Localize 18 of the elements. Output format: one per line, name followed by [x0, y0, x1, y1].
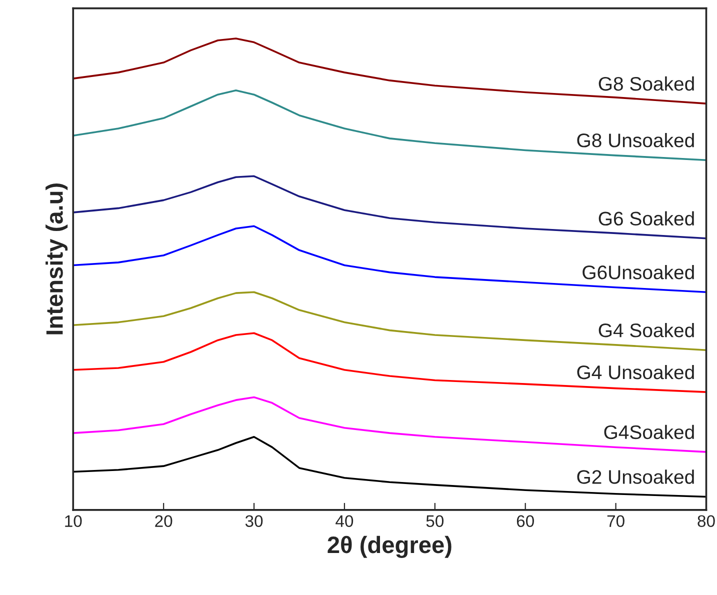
- x-axis-title: 2θ (degree): [328, 536, 452, 558]
- series-label: G2 Unsoaked: [577, 470, 694, 484]
- series-label: G8 Soaked: [598, 76, 694, 91]
- x-tick-label: 50: [426, 515, 444, 528]
- series-label: G4 Soaked: [598, 322, 694, 338]
- series-label: G8 Unsoaked: [577, 133, 694, 148]
- y-axis-title: Intensity (a.u): [46, 184, 68, 334]
- x-tick-label: 40: [336, 515, 354, 528]
- x-tick-label: 30: [245, 515, 263, 528]
- x-tick-label: 60: [516, 515, 534, 528]
- series-label: G6Unsoaked: [582, 265, 694, 280]
- x-tick-label: 70: [607, 515, 624, 528]
- series-label: G4Soaked: [604, 424, 694, 440]
- series-label: G4 Unsoaked: [577, 364, 694, 380]
- x-tick-label: 20: [155, 515, 172, 528]
- x-tick-label: 10: [65, 515, 82, 528]
- series-label: G6 Soaked: [598, 211, 694, 226]
- x-tick-label: 80: [698, 515, 715, 528]
